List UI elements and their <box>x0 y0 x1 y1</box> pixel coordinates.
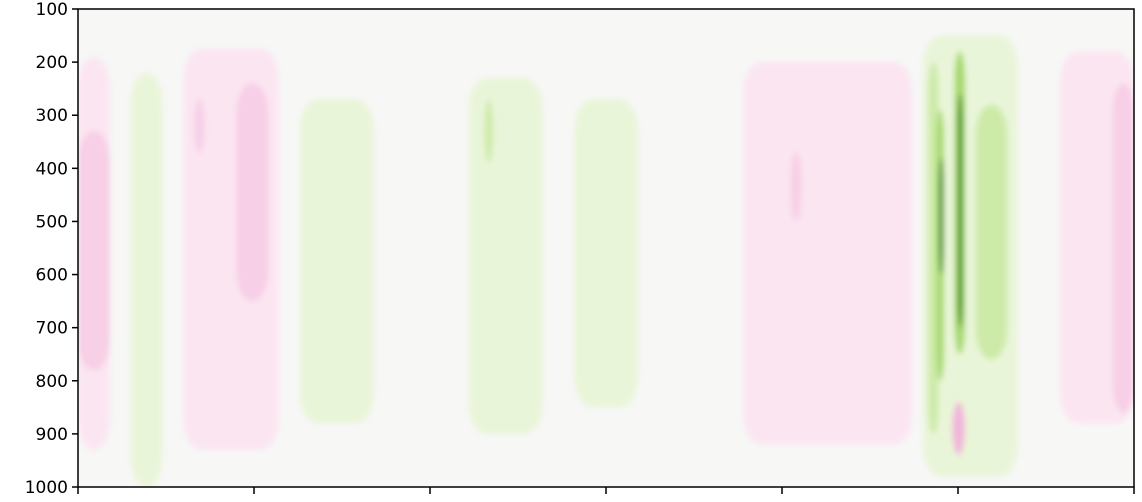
y-tick-label: 100 <box>36 0 68 20</box>
y-axis: 100 200 300 400 500 600 700 800 900 1000 <box>25 0 78 498</box>
contour-fill-layer <box>78 35 1134 487</box>
x-axis <box>77 487 1135 494</box>
contour-region <box>78 131 110 371</box>
contour-region <box>1112 83 1134 413</box>
contour-region <box>975 104 1008 360</box>
y-tick-label: 400 <box>36 159 68 179</box>
contour-region <box>468 78 543 434</box>
contour-region <box>790 152 802 222</box>
y-tick-label: 800 <box>36 372 68 392</box>
contour-region <box>130 72 163 487</box>
contour-region <box>299 99 374 424</box>
y-tick-label: 500 <box>36 212 68 232</box>
contour-region <box>928 62 939 434</box>
contour-region <box>194 99 205 153</box>
y-tick-label: 200 <box>36 53 68 73</box>
contour-region <box>957 93 963 328</box>
y-tick-label: 600 <box>36 266 68 286</box>
y-tick-label: 900 <box>36 425 68 445</box>
y-tick-label: 1000 <box>25 478 68 498</box>
contour-region <box>236 83 269 302</box>
contour-region <box>484 99 494 164</box>
y-tick-label: 300 <box>36 106 68 126</box>
contour-region <box>574 99 638 408</box>
contour-region <box>743 62 913 445</box>
contour-region <box>938 157 944 275</box>
y-tick-label: 700 <box>36 319 68 339</box>
contour-region <box>952 402 966 456</box>
